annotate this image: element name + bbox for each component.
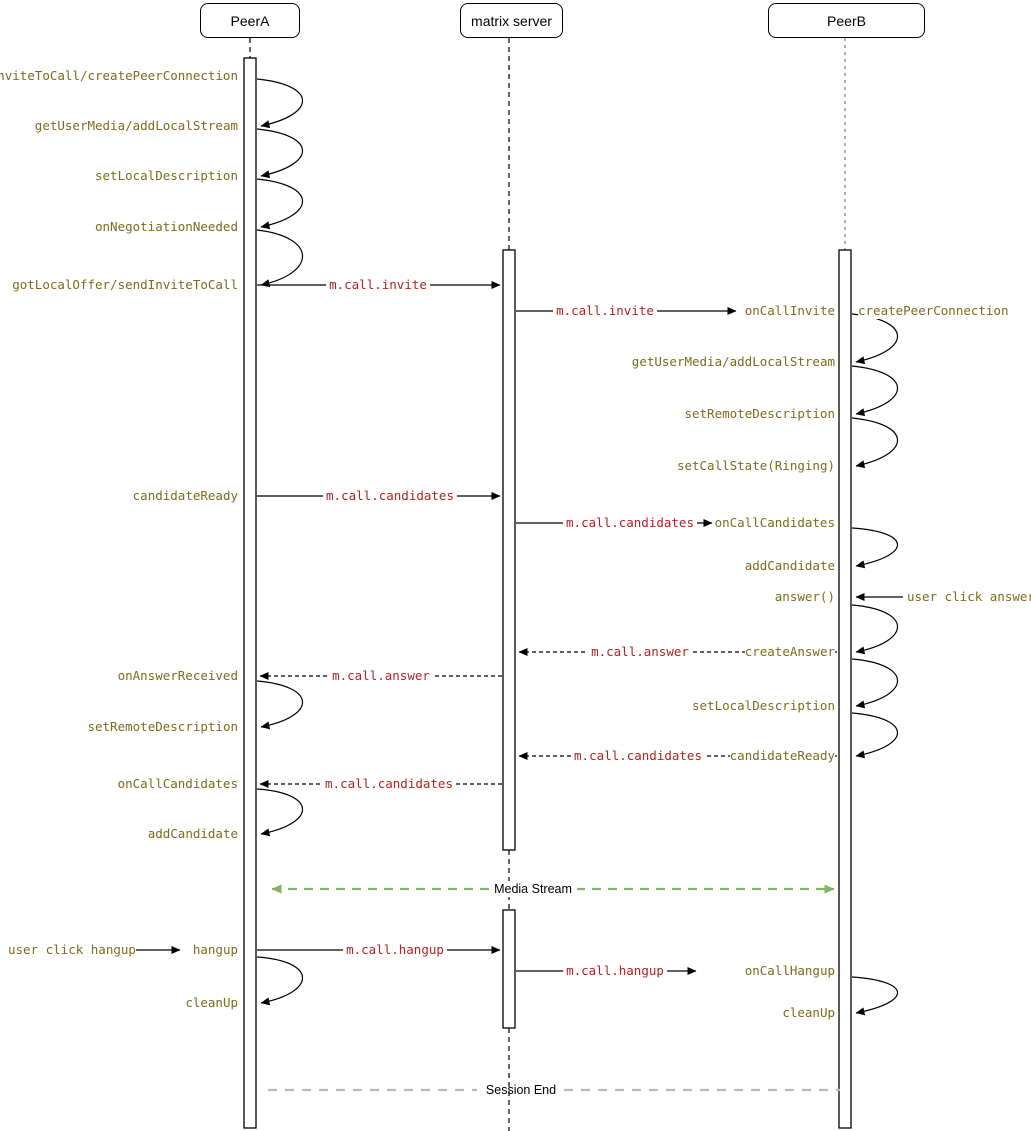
activation-bar-matrix-1 — [502, 249, 516, 851]
lifelines — [249, 38, 846, 1131]
actor-matrix-server-label: matrix server — [471, 12, 552, 29]
loop-peera-hangup — [256, 956, 303, 1006]
loop-peera-createpeerconnection — [256, 78, 303, 129]
actor-peera-label: PeerA — [230, 12, 270, 29]
event-peera-setremotedesc: setRemoteDescription — [87, 719, 238, 735]
event-peerb-answer: answer() — [774, 589, 835, 605]
loop-peerb-getusermedia — [851, 365, 898, 417]
event-peera-cleanup: cleanUp — [185, 995, 238, 1011]
message-invite-peera-to-server: m.call.invite — [326, 277, 430, 293]
message-candidates-peerb-to-server: m.call.candidates — [571, 748, 705, 764]
loop-peera-oncallcandidates — [256, 788, 303, 837]
event-peera-onanswerreceived: onAnswerReceived — [117, 668, 238, 684]
message-invite-server-to-peerb: m.call.invite — [553, 303, 657, 319]
event-peerb-getusermedia: getUserMedia/addLocalStream — [631, 354, 835, 370]
event-peerb-candidateready: candidateReady — [729, 748, 835, 764]
event-peera-getusermedia: getUserMedia/addLocalStream — [34, 118, 238, 134]
loop-peerb-setlocaldescription — [851, 658, 898, 709]
loop-peera-setlocaldescription — [256, 178, 303, 230]
event-peerb-createpeerconnection: createPeerConnection — [858, 303, 1009, 319]
event-peera-addcandidate: addCandidate — [147, 826, 238, 842]
annotation-user-click-answer: user click answer — [907, 589, 1031, 605]
activation-bar-peera — [243, 57, 257, 1129]
event-peera-invitetocall: inviteToCall/createPeerConnection — [0, 68, 238, 84]
loop-peera-onnegotiationneeded — [256, 229, 303, 288]
message-answer-server-to-peera: m.call.answer — [329, 668, 433, 684]
loop-peerb-addcandidate — [851, 527, 899, 569]
event-peerb-setlocaldesc: setLocalDescription — [692, 698, 835, 714]
self-loops-peera — [256, 78, 303, 1006]
message-hangup-server-to-peerb: m.call.hangup — [563, 963, 667, 979]
activation-bar-matrix-2 — [502, 909, 516, 1029]
activation-bar-peerb — [838, 249, 852, 1129]
message-candidates-server-to-peerb: m.call.candidates — [563, 515, 697, 531]
event-peerb-oncallcandidates: onCallCandidates — [714, 515, 835, 531]
event-peera-candidateready: candidateReady — [132, 488, 238, 504]
loop-peerb-candidateready — [851, 712, 898, 759]
event-peerb-createanswer: createAnswer — [744, 644, 835, 660]
event-peera-oncallcandidates: onCallCandidates — [117, 776, 238, 792]
event-peera-hangup: hangup — [192, 942, 238, 958]
loop-peera-getusermedia — [256, 128, 303, 179]
event-peerb-cleanup: cleanUp — [782, 1005, 835, 1021]
actor-matrix-server: matrix server — [460, 3, 563, 38]
event-peera-onnegotiation: onNegotiationNeeded — [95, 219, 238, 235]
event-peerb-oncallhangup: onCallHangup — [744, 963, 835, 979]
self-loops-peerb — [851, 313, 899, 1016]
actor-peerb-label: PeerB — [827, 12, 866, 29]
event-peerb-setremotedesc: setRemoteDescription — [684, 406, 835, 422]
message-candidates-server-to-peera: m.call.candidates — [322, 776, 456, 792]
loop-peera-onanswerreceived — [256, 680, 303, 730]
event-peera-setlocaldesc: setLocalDescription — [95, 168, 238, 184]
actor-peerb: PeerB — [768, 3, 925, 38]
message-candidates-peera-to-server: m.call.candidates — [323, 488, 457, 504]
session-end-label: Session End — [485, 1083, 557, 1097]
event-peerb-setcallstate: setCallState(Ringing) — [676, 458, 835, 474]
message-answer-peerb-to-server: m.call.answer — [588, 644, 692, 660]
loop-peerb-cleanup — [851, 976, 899, 1016]
activation-bars — [243, 57, 852, 1129]
loop-peerb-setcallstate — [851, 417, 898, 469]
event-peerb-addcandidate: addCandidate — [744, 558, 835, 574]
loop-peerb-createpeerconnection — [851, 313, 898, 365]
message-hangup-peera-to-server: m.call.hangup — [343, 942, 447, 958]
loop-peerb-createanswer — [851, 604, 898, 655]
media-stream-label: Media Stream — [489, 881, 577, 897]
event-peerb-oncallinvite: onCallInvite — [744, 303, 835, 319]
annotation-user-click-hangup: user click hangup — [8, 942, 136, 958]
actor-peera: PeerA — [200, 3, 300, 38]
event-peera-gotlocaloffer: gotLocalOffer/sendInviteToCall — [12, 277, 238, 293]
